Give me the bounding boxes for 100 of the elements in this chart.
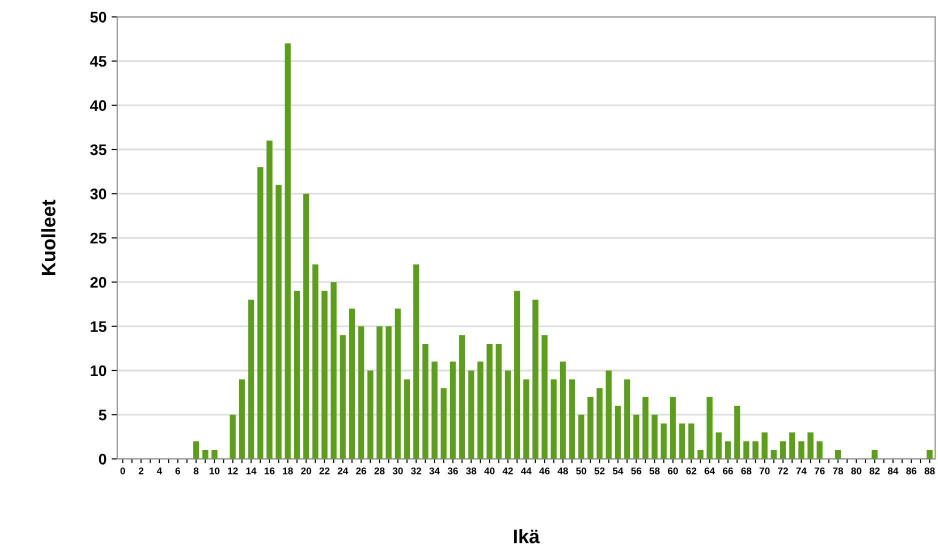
y-tick-label: 20 [90,276,106,288]
bar [697,450,704,459]
x-tick-label: 76 [814,467,825,474]
bar [468,370,474,459]
y-tick-label: 40 [90,100,106,111]
bar [477,362,484,459]
x-tick-label: 52 [594,467,605,474]
x-axis-title: Ikä [514,529,540,544]
x-tick-label: 26 [356,467,366,474]
bar [789,432,796,459]
bar [679,424,686,459]
y-tick-label: 35 [90,144,106,156]
x-tick-label: 54 [612,468,624,474]
x-tick-label: 42 [502,467,513,474]
bar [816,441,823,459]
bar [294,290,300,459]
bar [808,432,814,459]
bar [652,414,658,459]
bar [642,397,648,459]
x-tick-label: 86 [906,467,916,474]
bar [734,406,740,459]
x-tick-label: 6 [175,467,180,474]
bar [606,370,612,459]
bar [688,424,694,459]
bar [587,397,594,459]
bar [560,362,566,459]
x-tick-label: 12 [228,467,238,474]
bar [835,450,841,459]
bar [724,441,731,459]
x-tick-label: 22 [319,467,330,474]
x-tick-label: 34 [429,467,440,474]
x-tick-label: 16 [264,467,275,474]
bar [266,140,272,459]
bar [394,308,401,459]
x-tick-label: 60 [668,467,678,474]
bar [486,344,493,459]
y-axis-title: Kuolleet [41,200,56,275]
x-tick-label: 62 [686,467,696,474]
bar [523,379,530,459]
bar [340,335,346,459]
bar [202,450,208,459]
bar [322,290,328,459]
bar [743,441,750,459]
y-tick-label: 0 [98,454,106,465]
x-tick-label: 78 [833,467,844,474]
x-tick-label: 10 [210,467,220,474]
bar [211,450,218,459]
x-tick-label: 48 [558,467,568,474]
x-tick-label: 28 [374,467,385,474]
bar [614,406,621,459]
bar [284,43,291,459]
bar [569,379,576,459]
bar [550,379,557,459]
x-tick-label: 70 [760,467,770,474]
bar [193,441,200,459]
x-tick-label: 50 [576,467,586,474]
x-tick-label: 82 [870,467,880,474]
y-tick-label: 5 [98,410,106,420]
bar [230,414,236,459]
x-tick-label: 4 [156,468,162,474]
bar [504,370,511,459]
bar [238,379,245,459]
bar [432,362,438,459]
bar [404,379,410,459]
bar [706,397,713,459]
bar [312,264,318,459]
bar [330,282,337,459]
x-tick-label: 14 [246,468,256,474]
bar [496,344,502,459]
bar [770,450,777,459]
bar [926,450,933,459]
bar [257,167,264,459]
bar [367,370,374,459]
bar [872,450,878,459]
bar [660,424,667,459]
bar [762,432,768,459]
x-tick-label: 0 [120,467,126,474]
y-tick-label: 50 [90,12,106,23]
bar [248,300,254,459]
bar [422,344,428,459]
x-tick-label: 44 [520,468,532,474]
bar [440,388,447,459]
bar [780,441,786,459]
bar [376,326,382,459]
bar [633,414,640,459]
x-tick-label: 32 [411,467,422,474]
bar [596,388,603,459]
y-tick-label: 25 [90,232,106,244]
x-tick-label: 56 [631,467,642,474]
y-tick-label: 15 [90,321,106,332]
bar [358,326,364,459]
x-tick-label: 88 [924,467,935,474]
bar [386,326,392,459]
y-tick-label: 10 [90,365,106,376]
bar [276,184,282,459]
x-tick-label: 72 [778,467,788,474]
x-tick-label: 58 [649,467,660,474]
x-tick-label: 8 [194,467,199,474]
x-tick-label: 30 [392,467,403,474]
x-tick-label: 46 [539,467,550,474]
